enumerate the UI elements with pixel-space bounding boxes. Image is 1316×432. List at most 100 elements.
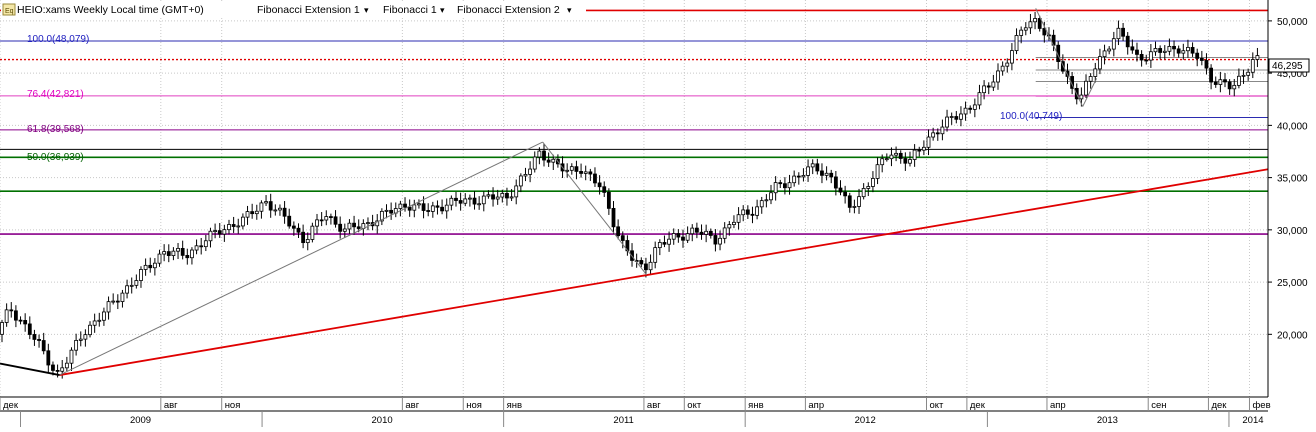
indicator-fibonacci-1[interactable]: Fibonacci 1 — [383, 4, 437, 16]
candle-body — [1000, 65, 1005, 72]
candle-body — [1148, 51, 1153, 61]
candle-body — [407, 206, 412, 211]
candle-body — [792, 175, 797, 184]
candle-body — [203, 240, 208, 248]
candle-body — [1176, 48, 1181, 54]
month-tick-label: авг — [405, 400, 419, 411]
candle-body — [435, 205, 440, 208]
candle-body — [342, 228, 347, 232]
chart-header: Eq HEIO:xams Weekly Local time (GMT+0) F… — [1, 1, 586, 18]
candle-body — [231, 224, 236, 227]
candle-body — [857, 196, 861, 207]
candle-body — [208, 230, 213, 242]
candle-body — [880, 158, 885, 166]
candle-body — [1009, 50, 1014, 64]
time-axis[interactable]: дек авг ноя авг ноя янв авг окт янв апр окт дек апр с… — [0, 396, 1316, 427]
fib-label-61-8: 61.8(39,568) — [27, 124, 84, 135]
candle-body — [996, 70, 1000, 83]
candle-body — [889, 154, 894, 160]
chevron-down-icon[interactable]: ▾ — [567, 5, 572, 15]
candle-body — [143, 264, 148, 270]
candle-body — [718, 237, 722, 245]
candle-body — [0, 322, 4, 335]
candle-body — [681, 236, 685, 241]
candle-body — [829, 172, 834, 178]
candle-body — [574, 166, 579, 172]
candle-body — [611, 207, 616, 228]
candle-body — [125, 285, 129, 294]
candle-body — [986, 85, 991, 88]
candle-body — [509, 196, 514, 199]
candle-body — [375, 220, 380, 227]
candle-body — [1241, 74, 1246, 77]
horizontal-levels — [0, 9, 1268, 235]
month-tick-label: янв — [507, 400, 522, 411]
candle-body — [240, 216, 245, 227]
candle-body — [287, 215, 292, 227]
candle-body — [1130, 46, 1135, 51]
candle-body — [801, 175, 806, 178]
y-tick-label: 40,000 — [1277, 121, 1308, 132]
chevron-down-icon[interactable]: ▾ — [364, 5, 369, 15]
candle-body — [102, 311, 106, 321]
fib-extension-leg — [542, 141, 647, 276]
candle-body — [917, 149, 922, 152]
fib-label-100-left: 100.0(48,079) — [27, 34, 89, 45]
candle-body — [259, 202, 264, 212]
year-tick-label: 2009 — [130, 415, 151, 426]
candle-body — [83, 334, 88, 340]
candle-body — [588, 171, 593, 175]
candle-body — [352, 222, 356, 228]
candle-body — [843, 191, 848, 197]
candle-body — [518, 175, 523, 187]
symbol-icon[interactable] — [2, 3, 16, 16]
candle-body — [46, 350, 51, 366]
candle-body — [51, 364, 55, 371]
candle-body — [722, 227, 727, 239]
candle-body — [185, 254, 190, 259]
candle-body — [875, 164, 880, 179]
candle-body — [1172, 45, 1176, 50]
candle-body — [898, 152, 903, 159]
candle-body — [1037, 18, 1042, 29]
candle-body — [940, 126, 945, 135]
candle-body — [963, 107, 968, 115]
month-tick-label: дек — [1211, 400, 1227, 411]
candle-body — [778, 182, 783, 185]
month-tick-label: дек — [970, 400, 986, 411]
candle-body — [528, 168, 533, 175]
candle-body — [926, 136, 931, 148]
last-price-box — [1268, 58, 1310, 73]
candle-body — [1139, 54, 1144, 61]
candle-body — [324, 216, 329, 221]
symbol-label[interactable]: HEIO:xams Weekly Local time (GMT+0) — [17, 4, 204, 16]
candle-body — [824, 172, 829, 176]
candle-body — [1236, 75, 1241, 86]
indicator-fib-extension-1[interactable]: Fibonacci Extension 1 — [257, 4, 360, 16]
fib-labels: 100.0(48,079) 76.4(42,821) 61.8(39,568) … — [27, 34, 1062, 163]
candle-body — [129, 284, 134, 287]
candle-body — [921, 146, 926, 151]
candle-body — [1218, 79, 1223, 85]
candle-body — [389, 209, 394, 214]
candle-body — [245, 211, 250, 218]
chevron-down-icon[interactable]: ▾ — [440, 5, 445, 15]
candle-body — [537, 150, 542, 158]
candle-body — [514, 185, 519, 198]
candle-body — [982, 85, 987, 94]
month-tick-label: окт — [687, 400, 702, 411]
candle-body — [972, 104, 977, 110]
candle-body — [713, 235, 718, 245]
price-axis[interactable]: 20,000 25,000 30,000 35,000 40,000 45,000 50,0… — [1267, 0, 1308, 397]
candle-body — [78, 338, 83, 341]
candle-body — [602, 186, 607, 193]
trendline — [59, 168, 1269, 376]
candle-body — [92, 320, 97, 326]
candle-body — [264, 201, 268, 204]
month-tick-label: ноя — [225, 400, 241, 411]
candle-body — [18, 319, 23, 322]
indicator-fib-extension-2[interactable]: Fibonacci Extension 2 — [457, 4, 560, 16]
candle-body — [1158, 48, 1163, 53]
